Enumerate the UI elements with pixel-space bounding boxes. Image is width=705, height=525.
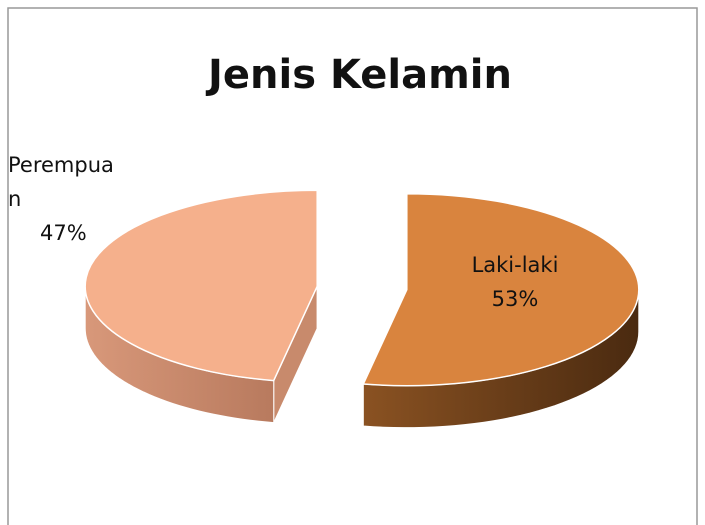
slice	[362, 192, 640, 387]
data-label-text: Laki-laki 53%	[455, 248, 575, 316]
data-label: Perempuan 47%	[8, 148, 128, 250]
category-label: Perempuan	[8, 153, 114, 211]
data-label: Laki-laki 53%	[455, 248, 575, 316]
data-label-text: Perempuan 47%	[8, 148, 128, 250]
chart-title: Jenis Kelamin	[205, 52, 512, 98]
slice	[84, 189, 318, 382]
value-label: 47%	[40, 221, 87, 245]
category-label: Laki-laki	[471, 253, 559, 277]
value-label: 53%	[491, 287, 539, 311]
